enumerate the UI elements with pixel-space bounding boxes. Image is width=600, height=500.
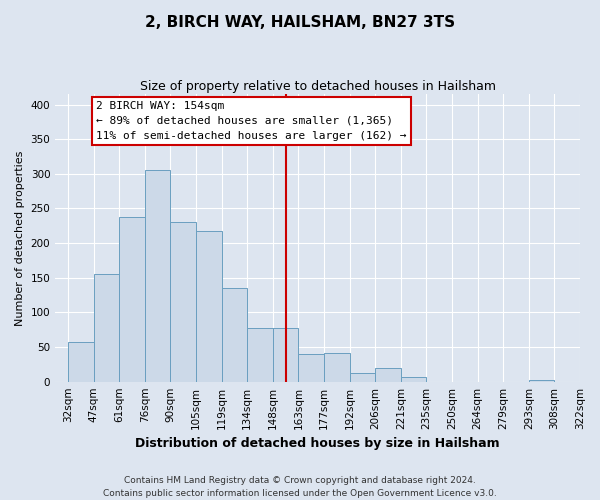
Title: Size of property relative to detached houses in Hailsham: Size of property relative to detached ho… [140, 80, 496, 93]
Text: 2, BIRCH WAY, HAILSHAM, BN27 3TS: 2, BIRCH WAY, HAILSHAM, BN27 3TS [145, 15, 455, 30]
Bar [145, 170, 170, 382]
Bar [196, 230, 221, 382]
Bar [350, 374, 375, 382]
Text: Contains HM Land Registry data © Crown copyright and database right 2024.
Contai: Contains HM Land Registry data © Crown c… [103, 476, 497, 498]
Bar [247, 328, 273, 382]
Y-axis label: Number of detached properties: Number of detached properties [15, 150, 25, 326]
Bar [68, 342, 94, 382]
Bar [119, 217, 145, 382]
Bar [529, 380, 554, 382]
Bar [170, 222, 196, 382]
Bar [273, 328, 298, 382]
Bar [221, 288, 247, 382]
Bar [324, 352, 350, 382]
Bar [298, 354, 324, 382]
Bar [401, 377, 427, 382]
Bar [375, 368, 401, 382]
X-axis label: Distribution of detached houses by size in Hailsham: Distribution of detached houses by size … [135, 437, 500, 450]
Bar [94, 274, 119, 382]
Text: 2 BIRCH WAY: 154sqm
← 89% of detached houses are smaller (1,365)
11% of semi-det: 2 BIRCH WAY: 154sqm ← 89% of detached ho… [96, 101, 407, 140]
